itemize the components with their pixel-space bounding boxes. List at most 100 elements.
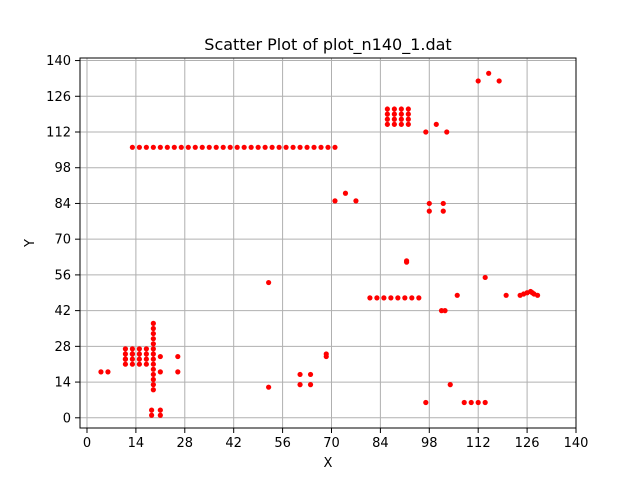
data-point <box>395 295 401 301</box>
data-point <box>423 399 429 406</box>
data-point <box>384 111 390 117</box>
x-tick-label: 42 <box>225 436 242 451</box>
data-point <box>143 356 149 362</box>
data-point <box>129 361 135 367</box>
data-point <box>405 106 411 112</box>
data-point <box>150 320 156 326</box>
data-point <box>405 111 411 117</box>
data-point <box>405 116 411 122</box>
x-tick-label: 140 <box>564 436 589 451</box>
data-point <box>157 412 163 418</box>
data-point <box>143 361 149 367</box>
data-point <box>150 325 156 332</box>
data-point <box>171 144 177 150</box>
data-point <box>423 129 429 135</box>
data-point <box>220 144 226 150</box>
data-point <box>178 144 184 150</box>
data-point <box>332 198 338 204</box>
data-point <box>206 144 212 150</box>
data-point <box>447 382 453 388</box>
data-point <box>482 399 488 406</box>
data-point <box>150 366 156 372</box>
y-tick-label: 98 <box>54 161 71 176</box>
data-point <box>403 259 410 265</box>
data-point <box>157 144 163 150</box>
data-point <box>255 144 261 150</box>
data-point <box>157 407 163 413</box>
data-point <box>323 353 329 360</box>
data-point <box>213 144 219 150</box>
data-point <box>398 106 404 112</box>
data-point <box>461 399 467 406</box>
data-point <box>534 292 541 298</box>
data-point <box>503 292 509 298</box>
data-point <box>150 361 156 367</box>
data-point <box>381 295 387 301</box>
data-point <box>342 190 349 196</box>
y-axis-label: Y <box>23 239 38 248</box>
data-point <box>468 399 474 406</box>
data-point <box>192 144 198 150</box>
data-point <box>426 208 432 214</box>
x-tick-label: 0 <box>83 436 91 451</box>
data-point <box>374 295 380 301</box>
data-point <box>157 369 163 375</box>
data-point <box>307 382 314 388</box>
data-point <box>136 351 142 357</box>
data-point <box>486 70 492 76</box>
data-point <box>149 407 155 413</box>
data-point <box>105 369 111 375</box>
data-point <box>157 353 163 360</box>
data-point <box>129 346 135 352</box>
data-point <box>266 384 272 390</box>
data-point <box>398 121 404 127</box>
data-point <box>122 361 129 367</box>
data-point <box>398 116 404 122</box>
data-point <box>311 144 317 150</box>
x-tick-label: 28 <box>177 436 194 451</box>
data-point <box>150 351 156 357</box>
data-point <box>482 274 488 281</box>
data-point <box>442 308 448 314</box>
data-point <box>164 144 170 150</box>
data-point <box>405 121 411 127</box>
x-tick-label: 56 <box>274 436 291 451</box>
data-point <box>150 371 156 378</box>
data-point <box>391 111 397 117</box>
data-point <box>234 144 240 150</box>
plot-frame <box>79 57 577 429</box>
y-tick-label: 140 <box>46 54 71 69</box>
data-point <box>307 371 314 378</box>
data-point <box>426 200 432 207</box>
data-point <box>122 356 129 362</box>
data-point <box>150 346 156 352</box>
data-point <box>297 144 303 150</box>
data-point <box>143 351 149 357</box>
data-point <box>175 353 181 360</box>
data-point <box>454 292 460 298</box>
data-point <box>444 129 450 135</box>
data-point <box>122 346 129 352</box>
chart-title: Scatter Plot of plot_n140_1.dat <box>204 35 451 55</box>
data-point <box>136 346 142 352</box>
data-point <box>304 144 310 150</box>
data-point <box>440 200 446 207</box>
x-tick-label: 112 <box>466 436 491 451</box>
data-point <box>136 361 142 367</box>
data-point <box>150 341 156 347</box>
data-point <box>150 144 156 150</box>
data-point <box>353 198 359 204</box>
data-point <box>136 144 142 150</box>
data-point <box>262 144 268 150</box>
x-axis-label: X <box>324 456 333 471</box>
data-point <box>409 295 415 301</box>
data-point <box>388 295 394 301</box>
data-point <box>318 144 324 150</box>
axis-ticks: 0 14 28 42 56 70 84 98 112 126 140 0 14 28 42 56 70 84 98 1… <box>46 54 588 451</box>
data-point <box>433 121 439 127</box>
y-tick-label: 112 <box>46 126 71 141</box>
data-point <box>227 144 233 150</box>
data-point <box>391 116 397 122</box>
